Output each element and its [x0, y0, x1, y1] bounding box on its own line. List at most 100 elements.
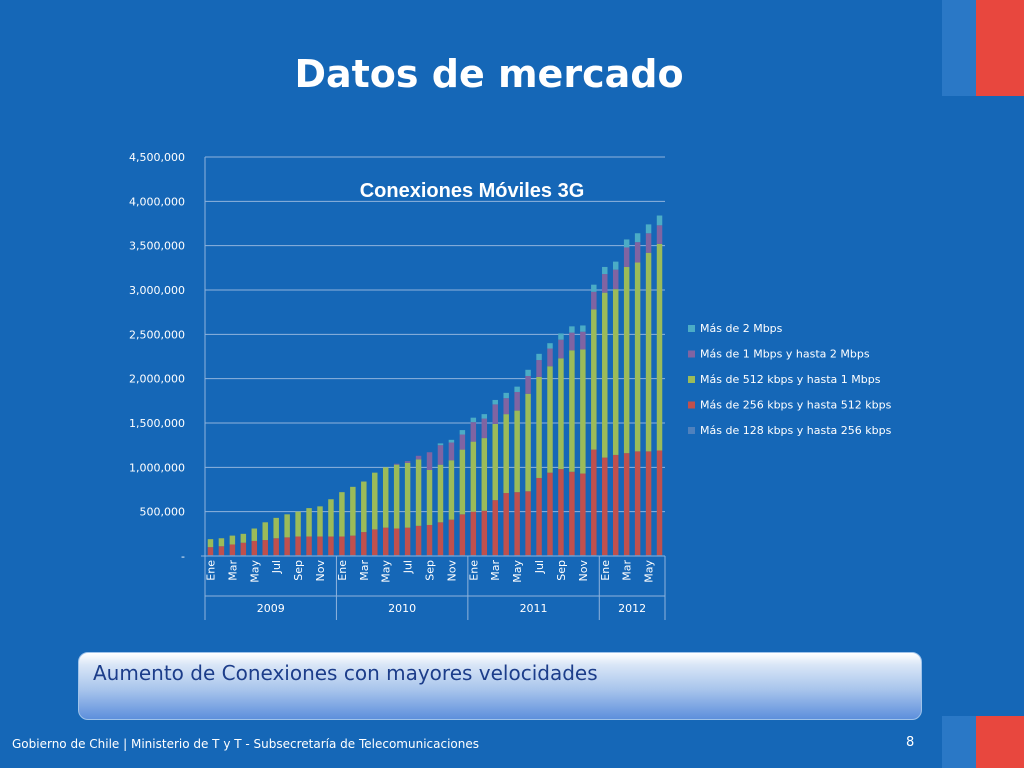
- bar-segment: [569, 326, 575, 333]
- bar-segment: [218, 546, 225, 556]
- bar-segment: [404, 527, 411, 556]
- x-tick-label: Mar: [226, 560, 239, 581]
- bar-segment: [459, 514, 466, 556]
- bar-segment: [273, 538, 279, 556]
- bar-segment: [470, 422, 477, 442]
- y-tick-label: 2,000,000: [129, 373, 185, 386]
- bar-segment: [240, 542, 247, 556]
- chart-bars: [207, 215, 663, 556]
- bar-segment: [317, 506, 323, 537]
- bar-segment: [448, 460, 455, 520]
- x-axis: [201, 157, 665, 557]
- bar-segment: [382, 527, 389, 556]
- callout-box: Aumento de Conexiones con mayores veloci…: [78, 652, 922, 720]
- bar-segment: [229, 544, 236, 556]
- bar-segment: [503, 493, 509, 556]
- legend-label: Más de 512 kbps y hasta 1 Mbps: [700, 373, 881, 386]
- bar-segment: [591, 309, 597, 450]
- x-tick-label: Ene: [336, 560, 349, 581]
- callout-text: Aumento de Conexiones con mayores veloci…: [93, 661, 598, 685]
- flag-top-white-stripe: [942, 0, 976, 96]
- bar-segment: [240, 533, 247, 543]
- bar-segment: [580, 325, 586, 332]
- bar-segment: [415, 455, 422, 460]
- bar-segment: [514, 386, 520, 392]
- bar-segment: [339, 536, 345, 556]
- bar-segment: [284, 514, 290, 538]
- bar-segment: [273, 517, 279, 539]
- x-tick-label: Ene: [204, 560, 217, 581]
- x-tick-label: May: [248, 560, 261, 583]
- bar-segment: [481, 438, 488, 511]
- legend-swatch: [688, 401, 695, 409]
- bar-segment: [481, 418, 488, 439]
- legend-label: Más de 1 Mbps y hasta 2 Mbps: [700, 348, 870, 361]
- bar-segment: [602, 274, 608, 293]
- legend-label: Más de 2 Mbps: [700, 322, 783, 335]
- bar-segment: [525, 491, 531, 556]
- bar-segment: [591, 284, 597, 292]
- bar-segment: [645, 451, 652, 556]
- bar-segment: [207, 547, 214, 556]
- bar-segment: [623, 239, 630, 248]
- x-tick-label: Ene: [467, 560, 480, 581]
- bar-segment: [415, 525, 422, 556]
- bar-segment: [558, 358, 564, 470]
- bar-segment: [328, 499, 334, 537]
- bar-segment: [470, 417, 477, 423]
- x-tick-label: Jul: [533, 560, 546, 574]
- chart: - 500,000 1,000,000 1,500,000 2,000,000 2,500…: [129, 151, 892, 620]
- bar-segment: [251, 528, 258, 541]
- bar-segment: [602, 457, 608, 556]
- year-label: 2010: [388, 602, 416, 615]
- bar-segment: [404, 461, 411, 463]
- bar-segment: [262, 522, 268, 541]
- bar-segment: [317, 536, 323, 556]
- legend-label: Más de 128 kbps y hasta 256 kbps: [700, 424, 892, 437]
- bar-segment: [503, 414, 509, 494]
- bar-segment: [591, 291, 597, 310]
- bar-segment: [437, 522, 444, 556]
- bar-segment: [372, 472, 378, 530]
- bar-segment: [481, 414, 488, 419]
- bar-segment: [547, 343, 553, 349]
- bar-segment: [393, 528, 400, 556]
- bar-segment: [569, 471, 575, 556]
- x-tick-label: Sep: [555, 560, 568, 581]
- flag-top-red-stripe: [976, 0, 1024, 96]
- slide-title: Datos de mercado: [294, 52, 684, 96]
- bar-segment: [361, 481, 367, 533]
- bar-segment: [645, 252, 652, 452]
- bar-segment: [525, 376, 531, 394]
- bar-segment: [372, 529, 378, 556]
- bar-segment: [306, 536, 312, 556]
- bar-segment: [437, 464, 444, 523]
- bar-segment: [612, 289, 619, 455]
- x-tick-label: Jul: [402, 560, 415, 574]
- bar-segment: [382, 467, 389, 528]
- bar-segment: [514, 410, 520, 493]
- bar-segment: [525, 369, 531, 377]
- bar-segment: [514, 492, 520, 556]
- y-tick-label: 4,000,000: [129, 195, 185, 208]
- bar-segment: [492, 404, 498, 424]
- bar-segment: [295, 536, 301, 556]
- bar-segment: [569, 332, 575, 351]
- page-number: 8: [906, 735, 915, 750]
- y-tick-label: 1,500,000: [129, 417, 185, 430]
- legend-swatch: [688, 350, 695, 358]
- flag-bottom-white-stripe: [942, 716, 976, 768]
- bar-segment: [459, 449, 466, 515]
- bar-segment: [612, 261, 619, 270]
- bar-segment: [448, 439, 455, 443]
- bar-segment: [558, 339, 564, 359]
- y-tick-label: -: [181, 550, 185, 563]
- bar-segment: [503, 398, 509, 415]
- chart-legend: Más de 2 Mbps Más de 1 Mbps y hasta 2 Mbp…: [688, 322, 892, 437]
- bar-segment: [558, 469, 564, 556]
- bar-segment: [306, 508, 312, 537]
- bar-segment: [634, 262, 641, 452]
- bar-segment: [470, 511, 477, 556]
- bar-segment: [426, 452, 433, 470]
- bar-segment: [580, 349, 586, 474]
